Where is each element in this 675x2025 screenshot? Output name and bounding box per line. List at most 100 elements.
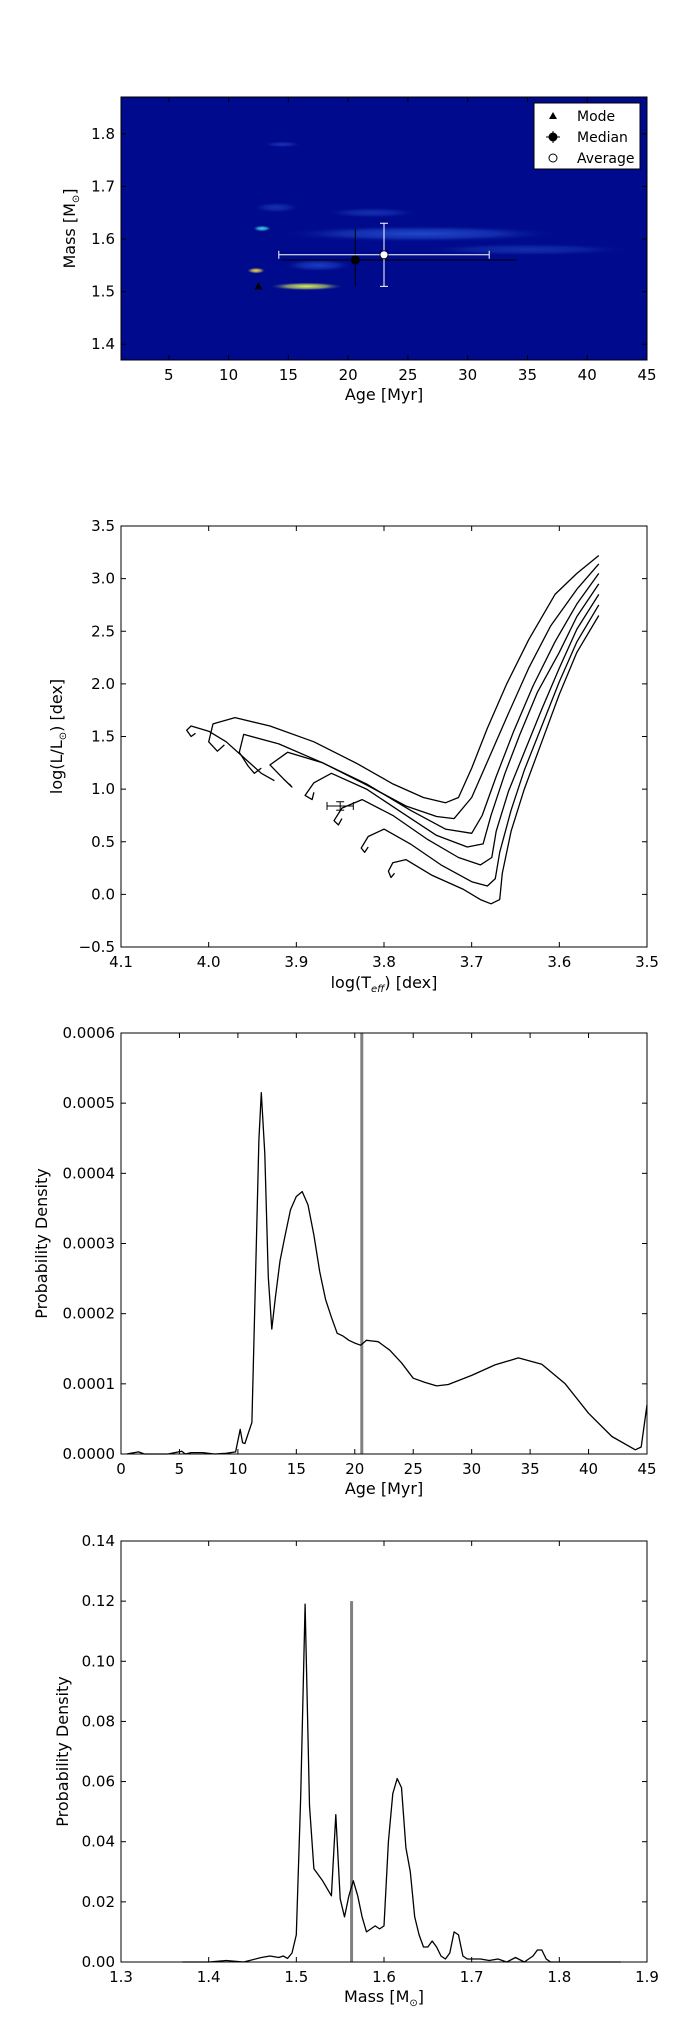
heatmap-blob — [252, 225, 272, 232]
heatmap-panel: 5 10 15 20 25 30 35 40 45 1.4 1.5 1.6 1.7 1.8 Mode Medi… — [60, 96, 657, 404]
x-tick-label: 3.5 — [635, 953, 659, 971]
x-tick-label: 1.5 — [284, 1968, 308, 1986]
x-tick-label: 1.8 — [547, 1968, 571, 1986]
x-axis-label: Age [Myr] — [345, 385, 423, 404]
x-tick-label: 1.3 — [109, 1968, 133, 1986]
x-tick-label: 0 — [116, 1460, 126, 1478]
x-tick-label: 40 — [579, 1460, 598, 1478]
legend-label: Mode — [577, 109, 615, 125]
x-tick-label: 40 — [578, 366, 597, 384]
x-tick-label: 3.6 — [547, 953, 571, 971]
hr-diagram-panel: 4.1 4.0 3.9 3.8 3.7 3.6 3.5 −0.5 0.0 0.5 1.0 1.5 2.0… — [47, 517, 659, 995]
isochrone-7 — [186, 725, 275, 782]
heatmap-blob — [324, 207, 420, 218]
y-tick-label: 0.06 — [82, 1773, 115, 1791]
isochrone-5 — [238, 563, 600, 820]
y-tick-label: 1.7 — [91, 177, 115, 195]
x-axis-label-suffix: ) [dex] — [384, 973, 437, 992]
x-tick-label: 45 — [637, 1460, 656, 1478]
heatmap-cells — [246, 141, 636, 291]
x-tick-label: 1.7 — [460, 1968, 484, 1986]
isochrone-2 — [333, 594, 600, 866]
mode-point — [254, 282, 263, 290]
y-axis-label-main: Mass [M — [60, 203, 79, 268]
legend-median-marker — [548, 132, 558, 142]
x-tick-label: 30 — [462, 1460, 481, 1478]
y-tick-label: 2.5 — [91, 622, 115, 640]
y-tick-label: 3.0 — [91, 570, 115, 588]
y-tick-label: 0.0002 — [63, 1305, 116, 1323]
heatmap-blob — [252, 202, 301, 213]
heatmap-blob — [268, 282, 345, 291]
y-axis-label-main: log(L/L — [47, 740, 66, 794]
y-tick-label: 0.0003 — [63, 1235, 116, 1253]
legend-label: Average — [577, 151, 635, 167]
y-tick-label: 0.0004 — [63, 1164, 116, 1182]
y-tick-label: 0.04 — [82, 1833, 115, 1851]
y-tick-label: 0.0001 — [63, 1375, 116, 1393]
x-axis-label-main: Mass [M — [344, 1987, 409, 2006]
plot-frame — [120, 1540, 648, 1963]
x-tick-label: 3.9 — [284, 953, 308, 971]
isochrone-6 — [208, 554, 600, 804]
heatmap-blob — [263, 141, 302, 148]
y-axis-label-suffix: ] — [60, 188, 79, 194]
y-tick-label: 1.4 — [91, 335, 115, 353]
x-tick-label: 5 — [175, 1460, 185, 1478]
heatmap-blob — [246, 267, 266, 274]
x-tick-label: 35 — [518, 366, 537, 384]
x-tick-label: 4.0 — [197, 953, 221, 971]
x-tick-label: 1.9 — [635, 1968, 659, 1986]
y-tick-label: 1.5 — [91, 283, 115, 301]
y-axis-label-sub: ⊙ — [58, 732, 69, 740]
x-axis-label: Mass [M⊙] — [344, 1987, 424, 2009]
y-tick-label: 1.6 — [91, 230, 115, 248]
average-point — [379, 250, 389, 260]
x-tick-label: 35 — [521, 1460, 540, 1478]
heatmap-blob — [282, 259, 355, 272]
mass-pdf-panel: 1.3 1.4 1.5 1.6 1.7 1.8 1.9 0.00 0.02 0.04 0.06 0.0… — [53, 1532, 659, 2009]
x-tick-label: 1.4 — [197, 1968, 221, 1986]
y-axis-label: Probability Density — [32, 1168, 51, 1319]
y-tick-label: 1.5 — [91, 728, 115, 746]
y-axis-label: log(L/L⊙) [dex] — [47, 679, 69, 794]
legend-mode-marker — [549, 112, 557, 119]
x-tick-label: 10 — [228, 1460, 247, 1478]
mass-pdf-curve — [182, 1603, 621, 1963]
plot-frame — [120, 1032, 648, 1455]
x-axis-label-suffix: ] — [418, 1987, 424, 2006]
x-tick-label: 3.7 — [460, 953, 484, 971]
y-tick-label: 0.5 — [91, 833, 115, 851]
y-tick-label: 2.0 — [91, 675, 115, 693]
heatmap-blob — [419, 243, 636, 256]
isochrone-0 — [387, 615, 600, 905]
x-tick-label: 30 — [458, 366, 477, 384]
y-tick-label: 0.0000 — [63, 1445, 116, 1463]
x-axis-label-sub: ⊙ — [409, 1998, 417, 2009]
y-tick-label: 0.12 — [82, 1592, 115, 1610]
y-tick-label: 0.0006 — [63, 1024, 116, 1042]
x-axis-label: Age [Myr] — [345, 1479, 423, 1498]
y-tick-label: −0.5 — [79, 938, 115, 956]
x-tick-label: 15 — [279, 366, 298, 384]
y-tick-label: 1.8 — [91, 125, 115, 143]
age-pdf-curve — [126, 1091, 648, 1455]
isochrone-3 — [304, 583, 600, 848]
y-tick-label: 0.08 — [82, 1712, 115, 1730]
y-axis-label: Probability Density — [53, 1676, 72, 1827]
x-tick-label: 5 — [164, 366, 174, 384]
x-tick-label: 4.1 — [109, 953, 133, 971]
heatmap-blob — [276, 225, 564, 243]
isochrone-4 — [269, 573, 600, 834]
y-tick-label: 0.14 — [82, 1532, 115, 1550]
x-axis-label-main: log(T — [331, 973, 372, 992]
y-tick-label: 1.0 — [91, 780, 115, 798]
legend-average-marker — [548, 153, 558, 163]
x-tick-label: 3.8 — [372, 953, 396, 971]
x-axis-label: log(Teff) [dex] — [331, 973, 438, 995]
y-tick-label: 0.0005 — [63, 1094, 116, 1112]
y-tick-label: 0.00 — [82, 1953, 115, 1971]
x-tick-label: 45 — [637, 366, 656, 384]
isochrone-1 — [360, 604, 600, 887]
